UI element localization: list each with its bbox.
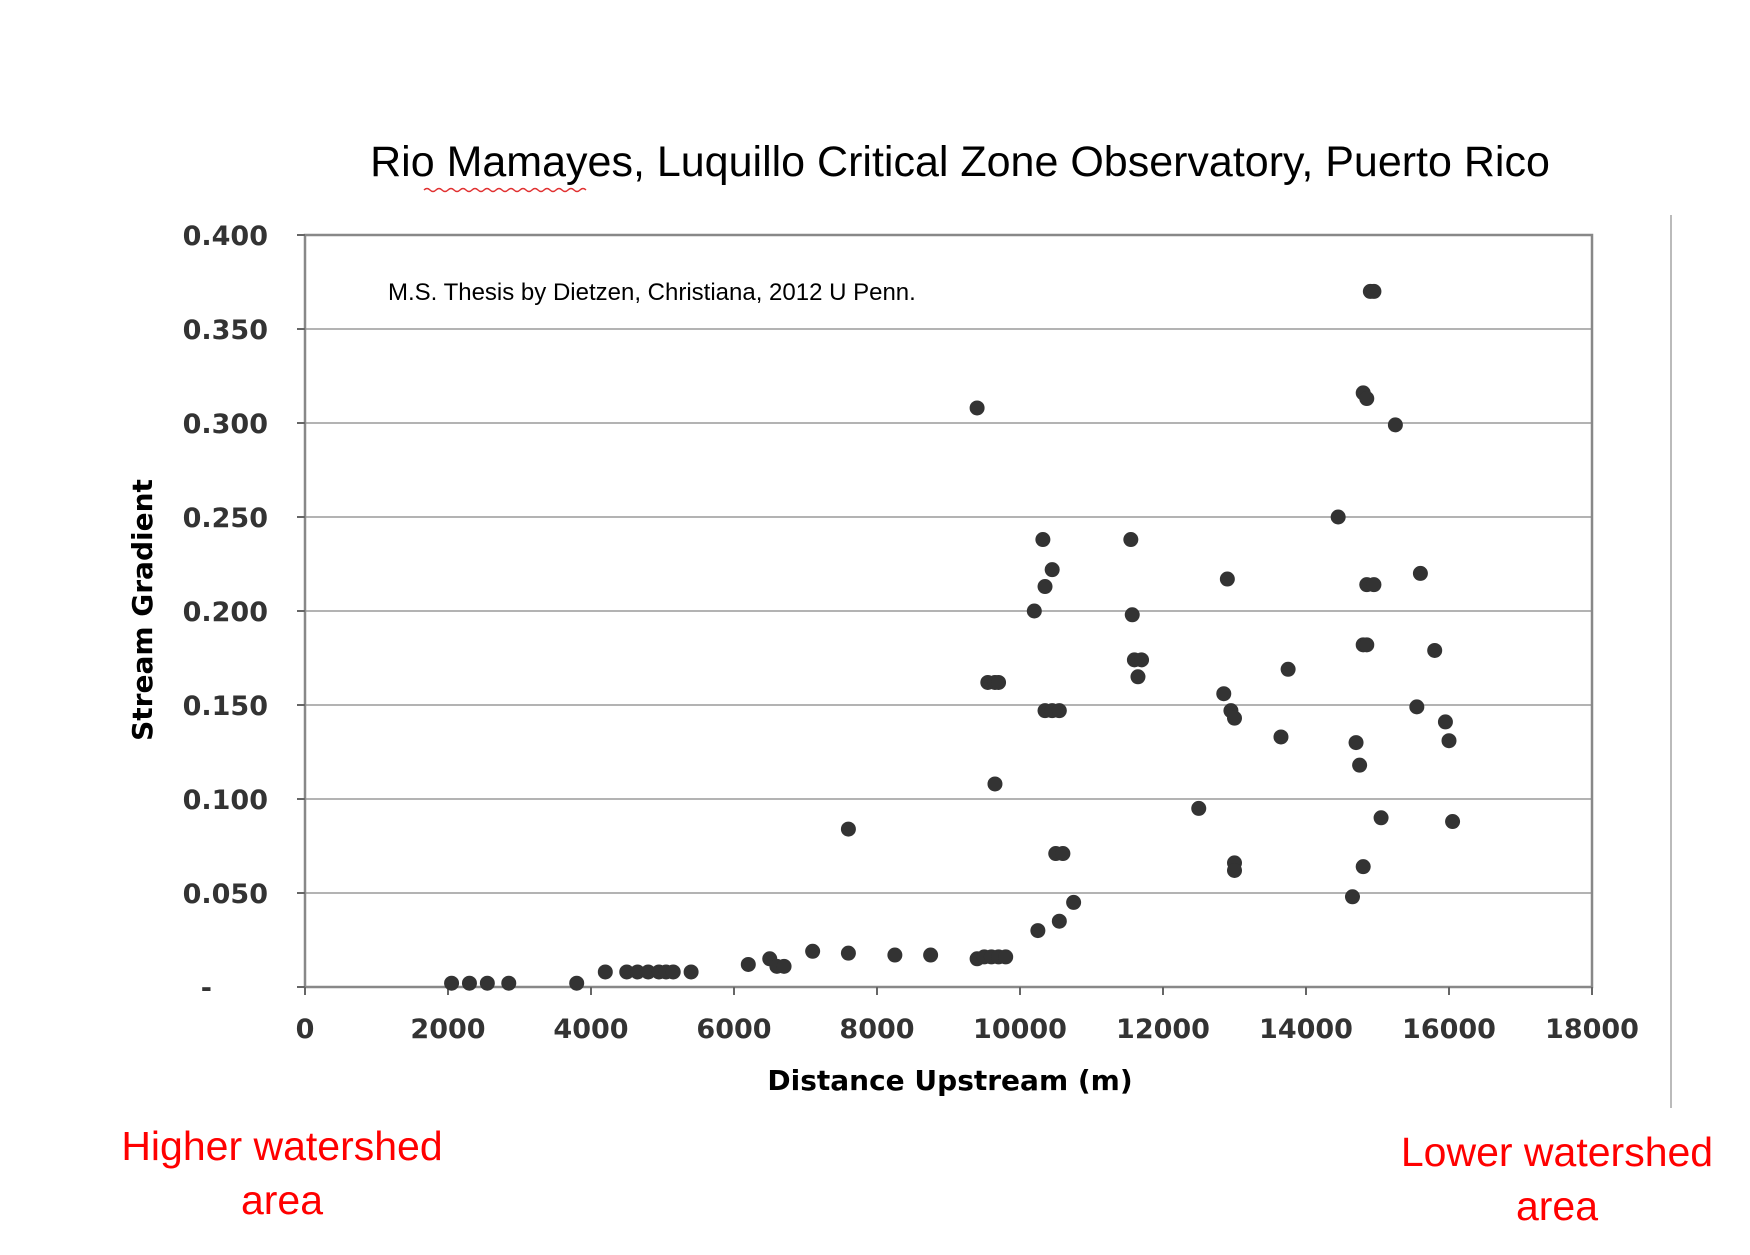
data-point (1066, 894, 1082, 910)
y-tick-label: 0.400 (183, 221, 268, 252)
y-tick-label: 0.150 (183, 691, 268, 722)
x-tick-label: 0 (296, 1014, 315, 1045)
lower-watershed-label-line2: area (1516, 1183, 1598, 1229)
data-point (1355, 859, 1371, 875)
data-point (1409, 699, 1425, 715)
x-tick-label: 8000 (839, 1014, 914, 1045)
data-point (1373, 810, 1389, 826)
data-point (776, 958, 792, 974)
lower-watershed-label-line1: Lower watershed (1401, 1129, 1713, 1175)
x-tick-label: 14000 (1259, 1014, 1353, 1045)
data-point (840, 945, 856, 961)
x-tick-label: 16000 (1402, 1014, 1496, 1045)
title-spellcheck-squiggle (423, 187, 587, 193)
data-point (805, 943, 821, 959)
x-tick-label: 12000 (1116, 1014, 1210, 1045)
data-point (1134, 652, 1150, 668)
data-point (1035, 532, 1051, 548)
data-point (1412, 565, 1428, 581)
data-point (461, 975, 477, 991)
axis-ticks: - 0.050 0.100 0.150 0.200 0.250 0.300 0.350 0.40… (183, 221, 1639, 1045)
data-point (640, 964, 656, 980)
data-point (1055, 846, 1071, 862)
data-point (1030, 923, 1046, 939)
data-point (923, 947, 939, 963)
data-point (991, 674, 1007, 690)
y-axis-label: Stream Gradient (126, 479, 159, 741)
data-point (1352, 757, 1368, 773)
data-point (444, 975, 460, 991)
higher-watershed-label-line2: area (241, 1177, 323, 1223)
data-point (629, 964, 645, 980)
gridlines (305, 328, 1592, 894)
data-point (887, 947, 903, 963)
data-point (1441, 733, 1457, 749)
higher-watershed-label-line1: Higher watershed (121, 1123, 442, 1169)
data-point (1219, 571, 1235, 587)
y-tick-label: 0.300 (183, 409, 268, 440)
data-point (1427, 642, 1443, 658)
data-point (1227, 862, 1242, 878)
y-tick-label: - (201, 973, 212, 1004)
x-tick-label: 10000 (973, 1014, 1067, 1045)
data-point (1191, 800, 1207, 816)
data-point (1344, 889, 1360, 905)
y-tick-label: 0.100 (183, 785, 268, 816)
data-point (1437, 714, 1453, 730)
data-point (1227, 710, 1242, 726)
data-point (1026, 603, 1042, 619)
data-point (1359, 391, 1375, 407)
data-point (1366, 283, 1382, 299)
data-point (479, 975, 495, 991)
data-point (1123, 532, 1139, 548)
data-point (987, 776, 1003, 792)
y-tick-label: 0.200 (183, 597, 268, 628)
data-point (969, 400, 985, 416)
data-point (501, 975, 517, 991)
data-point (597, 964, 613, 980)
x-tick-label: 6000 (696, 1014, 771, 1045)
data-point (1387, 417, 1403, 433)
data-point (998, 949, 1014, 965)
data-points (444, 283, 1461, 991)
data-point (1051, 913, 1067, 929)
chart-note: M.S. Thesis by Dietzen, Christiana, 2012… (388, 279, 916, 306)
y-tick-label: 0.050 (183, 879, 268, 910)
data-point (665, 964, 681, 980)
x-tick-label: 18000 (1545, 1014, 1639, 1045)
data-point (1124, 607, 1140, 623)
data-point (619, 964, 635, 980)
chart-title: Rio Mamayes, Luquillo Critical Zone Obse… (370, 138, 1550, 186)
x-axis-label: Distance Upstream (m) (767, 1064, 1132, 1097)
data-point (1051, 703, 1067, 719)
data-point (1216, 686, 1232, 702)
data-point (1330, 509, 1346, 525)
data-point (1366, 577, 1382, 593)
x-tick-label: 4000 (553, 1014, 628, 1045)
data-point (1280, 661, 1296, 677)
data-point (1273, 729, 1289, 745)
data-point (683, 964, 699, 980)
data-point (1445, 814, 1461, 830)
data-point (1359, 637, 1375, 653)
y-tick-label: 0.350 (183, 315, 268, 346)
data-point (1348, 735, 1364, 751)
data-point (740, 956, 756, 972)
data-point (1044, 562, 1060, 578)
data-point (569, 975, 585, 991)
data-point (1037, 579, 1053, 595)
y-tick-label: 0.250 (183, 503, 268, 534)
data-point (1130, 669, 1146, 685)
x-tick-label: 2000 (410, 1014, 485, 1045)
data-point (840, 821, 856, 837)
